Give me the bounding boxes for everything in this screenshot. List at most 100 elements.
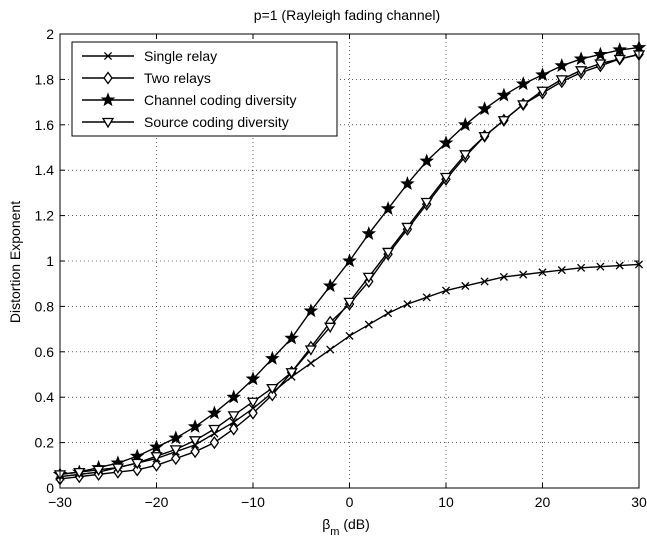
data-point-marker [615, 261, 624, 270]
legend-label: Channel coding diversity [144, 92, 297, 108]
data-point-marker [324, 322, 337, 334]
data-point-marker [168, 430, 184, 445]
data-point-marker [342, 253, 357, 268]
legend-entry: Source coding diversity [82, 114, 289, 130]
data-point-marker [306, 359, 315, 368]
data-point-marker [73, 467, 86, 479]
data-point-marker [132, 463, 142, 477]
data-point-marker [538, 268, 547, 277]
x-axis-title-main: β [322, 516, 330, 532]
x-tick-label: 10 [438, 494, 454, 510]
data-point-marker [439, 172, 453, 184]
data-point-marker [345, 331, 354, 340]
x-axis-title-sub: m [330, 526, 339, 538]
data-point-marker [380, 201, 396, 215]
data-point-marker [497, 116, 511, 127]
data-point-marker [92, 465, 105, 477]
data-point-marker [131, 458, 144, 470]
data-point-marker [515, 76, 531, 91]
data-point-marker [207, 405, 222, 420]
y-tick-label: 2 [46, 26, 54, 42]
data-point-marker [228, 422, 239, 436]
data-point-marker [384, 309, 393, 318]
data-point-marker [536, 86, 549, 98]
y-axis-title: Distortion Exponent [7, 201, 23, 323]
data-point-marker [322, 278, 338, 293]
data-point-marker [478, 131, 491, 143]
data-point-marker [149, 439, 164, 454]
y-tick-label: 1.2 [35, 208, 55, 224]
data-point-marker [496, 87, 512, 102]
data-point-marker [593, 46, 608, 61]
x-axis-title-unit: (dB) [339, 516, 369, 532]
x-tick-label: −20 [145, 494, 169, 510]
data-point-marker [422, 293, 431, 302]
y-tick-label: 0.6 [35, 344, 55, 360]
data-point-marker [480, 277, 489, 286]
legend-label: Source coding diversity [144, 114, 289, 130]
data-point-marker [208, 424, 221, 436]
legend-label: Two relays [144, 70, 211, 86]
y-tick-label: 0.8 [35, 298, 55, 314]
data-point-marker [171, 451, 181, 466]
legend-entry: Two relays [82, 70, 211, 86]
data-point-marker [188, 436, 202, 447]
data-point-marker [245, 371, 261, 386]
data-point-marker [285, 368, 298, 379]
data-point-marker [477, 101, 492, 116]
tick-labels: −30 −20 −10 0 10 20 30 0 0.2 0.4 0.6 0.8 1 1.2 1.4 1.6 1… [35, 26, 647, 510]
x-tick-label: −30 [48, 494, 72, 510]
data-point-marker [381, 247, 395, 259]
x-tick-label: 30 [631, 494, 647, 510]
data-point-marker [400, 176, 415, 191]
ticks [59, 33, 640, 489]
data-point-marker [461, 281, 470, 291]
data-point-marker [343, 297, 356, 309]
data-point-marker [557, 266, 566, 275]
y-tick-label: 0.4 [35, 389, 55, 405]
data-point-marker [458, 117, 473, 131]
x-axis-title: βm (dB) [322, 516, 370, 538]
data-point-marker [265, 350, 280, 365]
data-point-marker [229, 418, 238, 427]
data-point-marker [303, 303, 319, 318]
x-tick-label: −10 [241, 494, 265, 510]
data-point-marker [613, 54, 626, 66]
data-point-marker [361, 226, 377, 240]
data-point-marker [401, 222, 414, 234]
legend-entry: Channel coding diversity [82, 92, 297, 108]
x-tick-label: 20 [535, 494, 551, 510]
legend-entry: Single relay [82, 48, 217, 64]
data-point-marker [267, 388, 278, 402]
data-point-marker [284, 330, 299, 345]
legend-box [71, 41, 338, 137]
data-point-marker [438, 135, 454, 150]
legend: Single relay Two relays Channel coding div… [71, 41, 338, 137]
data-point-marker [101, 117, 115, 129]
y-tick-label: 1.4 [35, 162, 55, 178]
data-point-marker [577, 263, 586, 272]
data-point-marker [150, 452, 163, 463]
data-point-marker [612, 42, 627, 57]
chart-title: p=1 (Rayleigh fading channel) [254, 7, 440, 23]
y-tick-label: 1 [46, 253, 54, 269]
data-point-marker [246, 397, 260, 409]
data-point-marker [519, 270, 528, 279]
data-point-marker [554, 58, 570, 72]
data-point-marker [362, 272, 375, 284]
y-tick-label: 1.8 [35, 71, 55, 87]
data-point-marker [151, 458, 162, 472]
data-point-marker [535, 67, 550, 82]
data-point-marker [226, 389, 241, 404]
data-point-marker [169, 445, 182, 456]
data-point-marker [364, 320, 373, 329]
data-point-marker [574, 66, 588, 77]
data-point-marker [420, 197, 433, 209]
y-tick-label: 0.2 [35, 435, 55, 451]
data-point-marker [441, 286, 451, 295]
data-point-marker [187, 419, 203, 433]
data-point-marker [209, 435, 220, 450]
data-point-marker [555, 75, 568, 86]
data-point-marker [573, 51, 589, 66]
